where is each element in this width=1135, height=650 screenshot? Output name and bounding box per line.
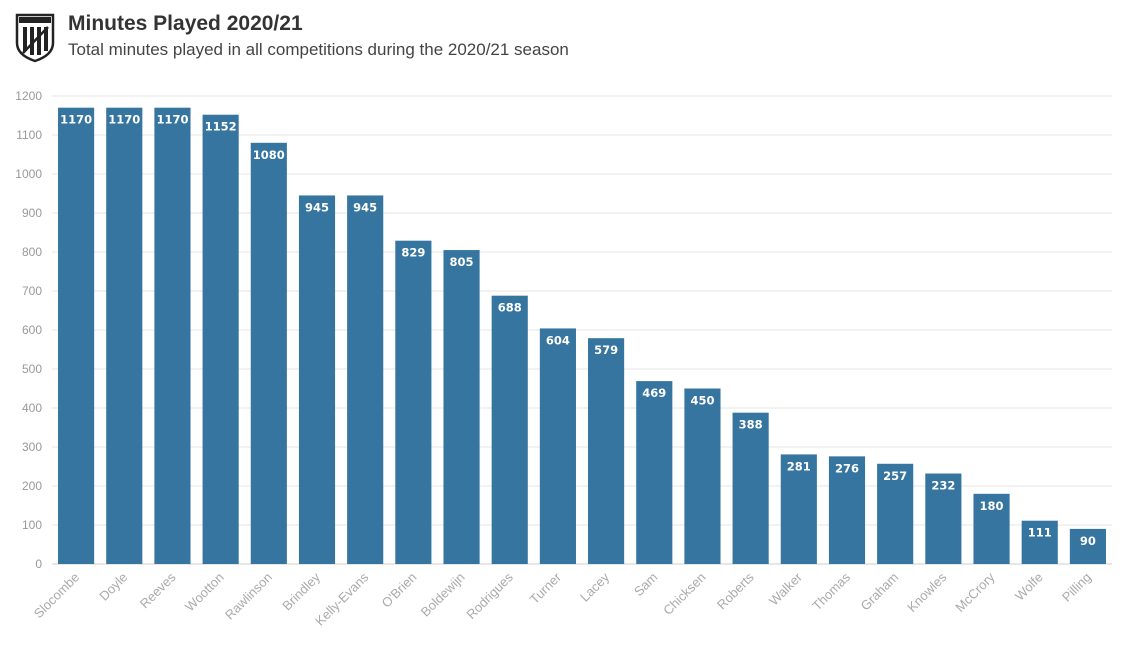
y-tick-label: 600 <box>22 323 42 337</box>
y-tick-label: 200 <box>22 479 42 493</box>
bar-value-label: 232 <box>931 479 955 493</box>
bar[interactable] <box>539 328 576 564</box>
x-tick-label: Pilling <box>1059 570 1094 605</box>
bar-value-label: 579 <box>594 343 618 357</box>
x-tick-label: O'Brien <box>379 570 420 611</box>
bar[interactable] <box>588 338 625 564</box>
y-tick-label: 500 <box>22 362 42 376</box>
bar-value-label: 1170 <box>60 113 92 127</box>
bar[interactable] <box>1021 520 1058 564</box>
bar[interactable] <box>298 195 336 564</box>
bar-value-label: 90 <box>1080 534 1096 548</box>
club-crest-logo <box>15 13 55 63</box>
x-tick-label: Doyle <box>96 570 130 604</box>
chart-subtitle: Total minutes played in all competitions… <box>68 40 569 59</box>
x-tick-label: Reeves <box>137 569 179 611</box>
bar-value-label: 805 <box>450 255 474 269</box>
chart-title: Minutes Played 2020/21 <box>68 12 303 35</box>
bar-value-label: 111 <box>1028 526 1052 540</box>
x-tick-label: Knowles <box>904 569 950 615</box>
x-tick-label: Sam <box>631 570 661 600</box>
bar-value-label: 829 <box>401 246 425 260</box>
y-tick-label: 1000 <box>15 167 42 181</box>
bar[interactable] <box>1069 528 1106 564</box>
bar-value-label: 945 <box>353 200 377 214</box>
y-tick-label: 400 <box>22 401 42 415</box>
bar-labels: 1170 1170 1170 1152 1080 945 945 829 805 688 604 57… <box>60 113 1096 548</box>
bar-value-label: 469 <box>642 386 666 400</box>
bar-value-label: 1152 <box>205 120 237 134</box>
bar-value-label: 281 <box>787 459 811 473</box>
x-tick-label: Boldewijn <box>418 570 468 620</box>
x-tick-label: Turner <box>527 569 565 607</box>
bar[interactable] <box>684 388 721 565</box>
bar-value-label: 604 <box>546 333 570 347</box>
y-tick-label: 0 <box>35 557 42 571</box>
bar-value-label: 450 <box>690 394 714 408</box>
bar[interactable] <box>443 250 480 565</box>
y-tick-label: 900 <box>22 206 42 220</box>
bar-value-label: 1170 <box>156 113 188 127</box>
bar[interactable] <box>202 114 239 564</box>
bar[interactable] <box>58 107 95 564</box>
bar-value-label: 1080 <box>253 148 285 162</box>
y-tick-label: 800 <box>22 245 42 259</box>
bar[interactable] <box>732 412 769 564</box>
x-tick-label: McCrory <box>952 569 998 615</box>
y-axis: 0 100 200 300 400 500 600 700 800 900 1000 1100 1200 <box>15 89 42 571</box>
bar[interactable] <box>973 493 1010 564</box>
y-tick-label: 700 <box>22 284 42 298</box>
x-tick-label: Slocombe <box>31 570 82 621</box>
x-tick-label: Chicksen <box>660 570 708 618</box>
x-tick-label: Wolfe <box>1012 570 1046 604</box>
y-tick-label: 1100 <box>16 128 42 142</box>
bar[interactable] <box>877 463 914 564</box>
x-tick-label: Graham <box>857 570 901 614</box>
x-tick-label: Rodrigues <box>463 569 516 622</box>
bar[interactable] <box>106 107 143 564</box>
chart-header: Minutes Played 2020/21 Total minutes pla… <box>0 0 1135 70</box>
y-tick-label: 300 <box>22 440 42 454</box>
bar[interactable] <box>925 473 962 564</box>
x-tick-label: Brindley <box>279 569 323 613</box>
bar[interactable] <box>347 195 384 564</box>
bar-value-label: 276 <box>835 461 859 475</box>
y-tick-label: 100 <box>22 518 42 532</box>
bar-value-label: 180 <box>980 499 1004 513</box>
bars <box>58 107 1106 565</box>
bar[interactable] <box>636 381 673 564</box>
x-tick-label: Walker <box>766 569 805 608</box>
x-tick-label: Lacey <box>577 569 612 604</box>
x-tick-label: Rawlinson <box>222 570 275 623</box>
y-tick-label: 1200 <box>15 89 42 103</box>
bar[interactable] <box>395 240 432 564</box>
x-tick-label: Thomas <box>809 569 853 613</box>
bar-value-label: 688 <box>498 301 522 315</box>
bar[interactable] <box>780 454 817 564</box>
bar[interactable] <box>250 142 287 565</box>
x-tick-label: Roberts <box>714 569 757 612</box>
bar[interactable] <box>828 456 866 564</box>
bar[interactable] <box>154 107 191 564</box>
bar[interactable] <box>491 295 528 564</box>
bar-value-label: 257 <box>883 469 907 483</box>
bar-value-label: 388 <box>739 418 763 432</box>
bar-value-label: 1170 <box>108 113 140 127</box>
bar-value-label: 945 <box>305 200 329 214</box>
x-tick-label: Wootton <box>182 570 227 615</box>
